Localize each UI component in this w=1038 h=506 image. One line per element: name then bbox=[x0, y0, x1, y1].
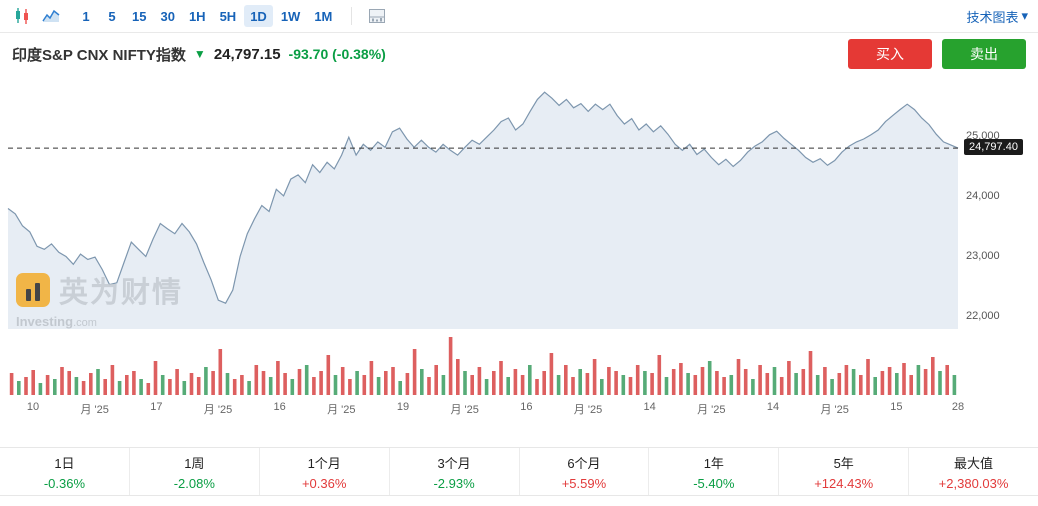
area-chart-icon[interactable] bbox=[39, 4, 63, 28]
performance-cell: 1日 -0.36% bbox=[0, 448, 129, 495]
price-change: -93.70 (-0.38%) bbox=[288, 46, 386, 62]
chart-area: 英为财情 Investing.com 25,000 24,000 23,000 22,… bbox=[0, 79, 1038, 421]
timeframe-1d[interactable]: 1D bbox=[244, 5, 273, 27]
chart-layout-icon[interactable] bbox=[365, 4, 389, 28]
price-area bbox=[7, 91, 959, 329]
timeframe-30[interactable]: 30 bbox=[154, 5, 180, 27]
stat-change-value: +124.43% bbox=[814, 475, 874, 491]
stat-period-label: 最大值 bbox=[954, 455, 994, 471]
buy-button[interactable]: 买入 bbox=[848, 39, 932, 69]
stat-change-value: -5.40% bbox=[693, 475, 735, 491]
technical-chart-label: 技术图表 bbox=[966, 9, 1019, 25]
instrument-header: 印度S&P CNX NIFTY指数 ▼ 24,797.15 -93.70 (-0… bbox=[0, 33, 1038, 69]
trade-buttons: 买入 卖出 bbox=[848, 39, 1026, 69]
stat-change-value: +5.59% bbox=[561, 475, 607, 491]
x-axis-label: 14 bbox=[766, 401, 780, 413]
stat-change-value: -0.36% bbox=[43, 475, 86, 491]
x-axis-label: 月 '25 bbox=[327, 404, 356, 416]
x-axis-label: 月 '25 bbox=[203, 404, 233, 416]
timeframe-1m[interactable]: 1M bbox=[308, 5, 338, 27]
stat-period-label: 3个月 bbox=[437, 455, 471, 471]
price-chart[interactable] bbox=[0, 79, 1038, 397]
stat-period-label: 5年 bbox=[833, 455, 854, 471]
stat-period-label: 1日 bbox=[54, 455, 75, 471]
x-axis-label: 17 bbox=[150, 401, 163, 413]
x-axis-label: 16 bbox=[273, 401, 286, 413]
timeframe-1[interactable]: 1 bbox=[74, 5, 98, 27]
x-axis-label: 月 '25 bbox=[450, 404, 479, 416]
toolbar-divider bbox=[351, 7, 353, 25]
x-axis-label: 15 bbox=[890, 401, 903, 413]
timeframe-1w[interactable]: 1W bbox=[275, 5, 307, 27]
x-axis-label: 月 '25 bbox=[573, 404, 603, 416]
performance-cell: 1个月 +0.36% bbox=[258, 448, 389, 495]
performance-cell: 最大值 +2,380.03% bbox=[908, 448, 1038, 495]
technical-chart-link[interactable]: 技术图表 ▾ bbox=[966, 7, 1028, 26]
stat-period-label: 1个月 bbox=[307, 455, 341, 471]
performance-cell: 6个月 +5.59% bbox=[518, 448, 649, 495]
volume-bars bbox=[9, 337, 957, 395]
stat-change-value: +2,380.03% bbox=[938, 475, 1009, 491]
performance-cell: 5年 +124.43% bbox=[778, 448, 908, 495]
x-axis-label: 月 '25 bbox=[80, 404, 109, 416]
performance-cell: 3个月 -2.93% bbox=[388, 448, 519, 495]
performance-cell: 1周 -2.08% bbox=[128, 448, 259, 495]
x-axis-label: 14 bbox=[643, 401, 656, 413]
chevron-down-icon: ▾ bbox=[1021, 8, 1028, 23]
chart-toolbar: 1 5 15 30 1H 5H 1D 1W 1M 技术图表 ▾ bbox=[0, 0, 1038, 33]
x-axis-label: 月 '25 bbox=[697, 404, 726, 416]
x-axis-label: 月 '25 bbox=[820, 404, 849, 416]
timeframe-group: 1 5 15 30 1H 5H 1D 1W 1M bbox=[74, 5, 338, 27]
stat-period-label: 6个月 bbox=[567, 455, 601, 471]
performance-cell: 1年 -5.40% bbox=[648, 448, 778, 495]
stat-period-label: 1周 bbox=[184, 455, 205, 471]
performance-row: 1日 -0.36% 1周 -2.08% 1个月 +0.36% 3个月 -2.93% 6个月 +5.… bbox=[0, 447, 1038, 496]
stat-change-value: +0.36% bbox=[301, 475, 347, 491]
y-axis-label: 25,000 bbox=[966, 129, 1000, 142]
stat-period-label: 1年 bbox=[703, 455, 724, 471]
instrument-title: 印度S&P CNX NIFTY指数 bbox=[12, 46, 186, 64]
x-axis-label: 10 bbox=[26, 401, 40, 413]
candlestick-chart-icon[interactable] bbox=[10, 4, 34, 28]
timeframe-15[interactable]: 15 bbox=[126, 5, 152, 27]
last-price: 24,797.15 bbox=[213, 45, 281, 63]
y-axis-label: 22,000 bbox=[966, 309, 1000, 322]
timeframe-5[interactable]: 5 bbox=[100, 5, 124, 27]
x-axis-label: 19 bbox=[396, 401, 410, 413]
stat-change-value: -2.08% bbox=[173, 475, 215, 491]
y-axis-label: 23,000 bbox=[966, 249, 1000, 262]
sell-button[interactable]: 卖出 bbox=[942, 39, 1026, 69]
price-down-arrow-icon: ▼ bbox=[193, 47, 206, 61]
stat-change-value: -2.93% bbox=[433, 475, 475, 491]
y-axis-label: 24,000 bbox=[966, 189, 1000, 202]
timeframe-1h[interactable]: 1H bbox=[183, 5, 212, 27]
last-price-tag: 24,797.40 bbox=[964, 139, 1023, 156]
x-axis-label: 28 bbox=[951, 401, 965, 413]
x-axis-label: 16 bbox=[520, 401, 533, 413]
x-axis: 10 月 '25 17 月 '25 16 月 '25 19 月 '25 16 月 '25 14 月 '… bbox=[0, 399, 1038, 419]
timeframe-5h[interactable]: 5H bbox=[214, 5, 243, 27]
